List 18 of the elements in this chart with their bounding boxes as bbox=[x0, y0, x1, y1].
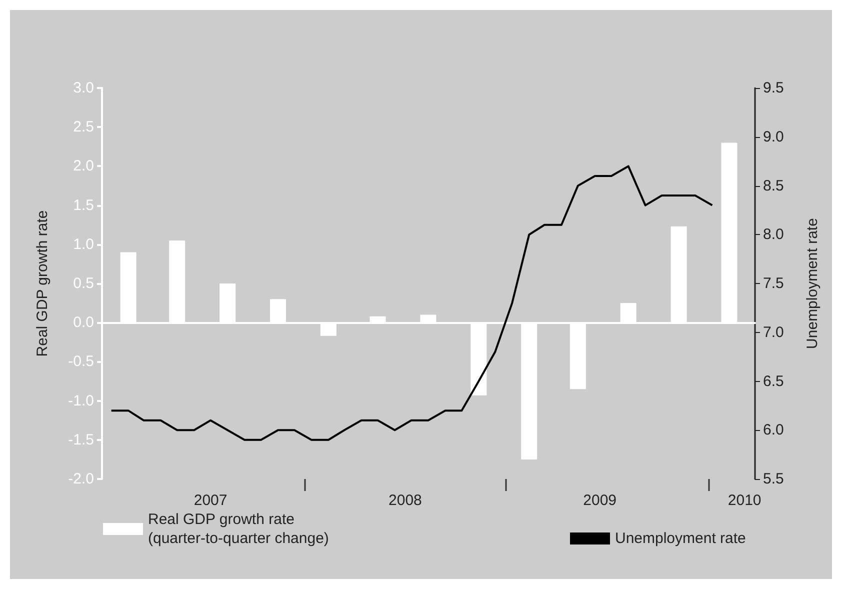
y2-tick-label: 6.0 bbox=[763, 422, 784, 439]
y2-axis-title: Unemployment rate bbox=[804, 218, 821, 349]
line-series bbox=[110, 165, 714, 441]
legend-label: Unemployment rate bbox=[615, 530, 746, 547]
y2-tick-label: 6.5 bbox=[763, 372, 784, 390]
y2-tick-label: 7.0 bbox=[763, 324, 784, 341]
x-tick-label: 2010 bbox=[728, 492, 762, 509]
y-axis-title: Real GDP growth rate bbox=[34, 210, 51, 357]
y2-tick-label: 7.5 bbox=[763, 275, 784, 292]
y2-tick-label: 5.5 bbox=[763, 470, 784, 488]
y2-tick-label: 9.5 bbox=[763, 80, 784, 96]
x-tick-label: 2008 bbox=[388, 492, 422, 509]
x-tick-label: 2009 bbox=[583, 492, 617, 509]
x-tick-label: 2007 bbox=[194, 492, 228, 509]
y2-tick-label: 9.0 bbox=[763, 128, 784, 146]
legend-label: Real GDP growth rate (quarter-to-quarter change) bbox=[148, 511, 329, 547]
y2-tick-label: 8.5 bbox=[763, 177, 784, 194]
y2-tick-label: 8.0 bbox=[763, 226, 784, 244]
